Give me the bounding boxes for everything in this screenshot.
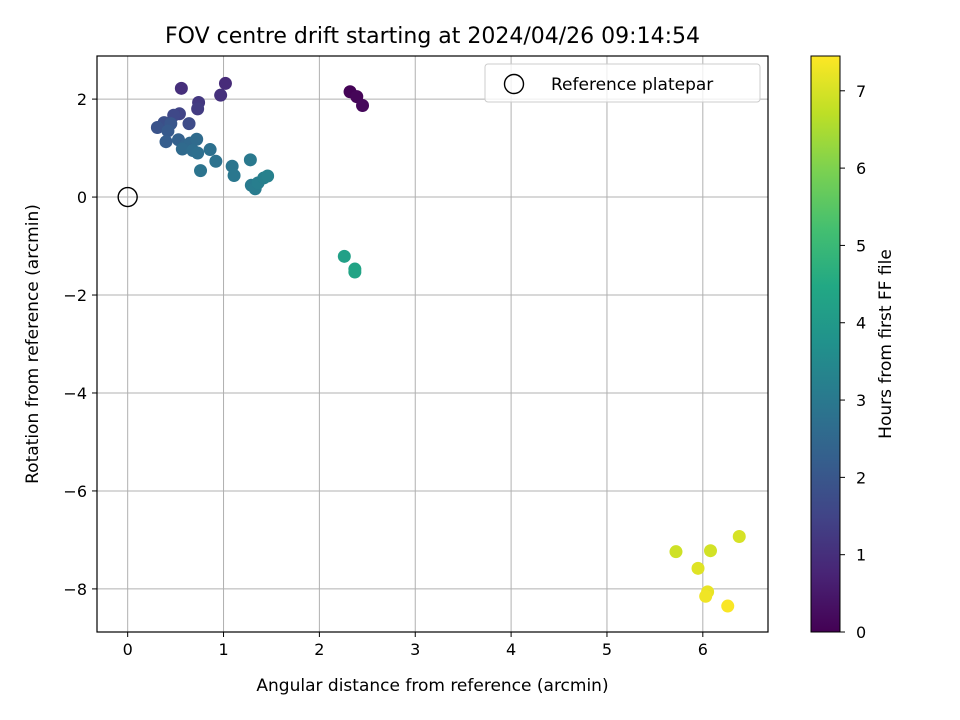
plot-frame — [96, 55, 769, 633]
y-tick-label: −8 — [63, 580, 87, 599]
scatter-point — [243, 153, 257, 167]
x-tick-label: 1 — [218, 640, 228, 659]
x-tick-label: 2 — [314, 640, 324, 659]
colorbar-tick-label: 4 — [856, 314, 866, 333]
colorbar-ticks: 0 1 2 3 4 5 6 7 — [840, 82, 866, 642]
scatter-point — [159, 135, 173, 149]
colorbar-tick-label: 2 — [856, 468, 866, 487]
legend: Reference platepar — [484, 63, 761, 103]
y-tick-label: −4 — [63, 384, 87, 403]
colorbar-tick-label: 1 — [856, 546, 866, 565]
scatter-point — [703, 544, 717, 558]
scatter-point — [261, 169, 275, 183]
scatter-point — [191, 146, 205, 160]
colorbar-tick-label: 5 — [856, 236, 866, 255]
x-tick-label: 0 — [123, 640, 133, 659]
scatter-point — [227, 169, 241, 183]
colorbar-label: Hours from first FF file — [876, 249, 896, 439]
scatter-point — [161, 124, 175, 138]
scatter-point — [218, 76, 232, 90]
x-tick-label: 6 — [698, 640, 708, 659]
colorbar-tick-label: 7 — [856, 82, 866, 101]
colorbar-tick-label: 6 — [856, 159, 866, 178]
scatter-point — [191, 102, 205, 116]
scatter-point — [337, 249, 351, 263]
y-tick-label: 2 — [77, 90, 87, 109]
legend-box — [484, 63, 761, 103]
scatter-point — [174, 81, 188, 95]
legend-open-circle-icon — [503, 73, 525, 95]
scatter-point — [150, 121, 164, 135]
scatter-point — [732, 529, 746, 543]
reference-marker-layer — [117, 186, 138, 208]
scatter-point — [721, 599, 735, 613]
x-tick-label: 5 — [602, 640, 612, 659]
scatter-point — [348, 265, 362, 279]
scatter-point — [182, 117, 196, 131]
legend-label-reference-platepar: Reference platepar — [551, 75, 713, 95]
colorbar-tick-label: 0 — [856, 623, 866, 642]
scatter-point — [214, 88, 228, 102]
chart-title: FOV centre drift starting at 2024/04/26 … — [165, 24, 700, 49]
scatter-point — [175, 142, 189, 156]
y-axis-label: Rotation from reference (arcmin) — [23, 204, 43, 484]
scatter-point — [691, 561, 705, 575]
scatter-point — [190, 132, 204, 146]
reference-platepar-marker — [117, 186, 138, 208]
x-tick-label: 4 — [506, 640, 516, 659]
y-tick-label: −2 — [63, 286, 87, 305]
scatter-points — [150, 76, 746, 613]
x-tick-label: 3 — [410, 640, 420, 659]
scatter-point — [669, 545, 683, 559]
colorbar — [810, 55, 841, 633]
scatter-point — [356, 98, 370, 112]
axis-ticks: 0 1 2 3 4 5 6 −8 −6 −4 −2 0 2 — [63, 90, 708, 659]
x-axis-label: Angular distance from reference (arcmin) — [256, 676, 608, 696]
scatter-point — [203, 143, 217, 157]
colorbar-tick-label: 3 — [856, 391, 866, 410]
y-tick-label: −6 — [63, 482, 87, 501]
scatter-point — [699, 589, 713, 603]
scatter-point — [209, 154, 223, 168]
scatter-point — [194, 164, 208, 178]
y-tick-label: 0 — [77, 188, 87, 207]
